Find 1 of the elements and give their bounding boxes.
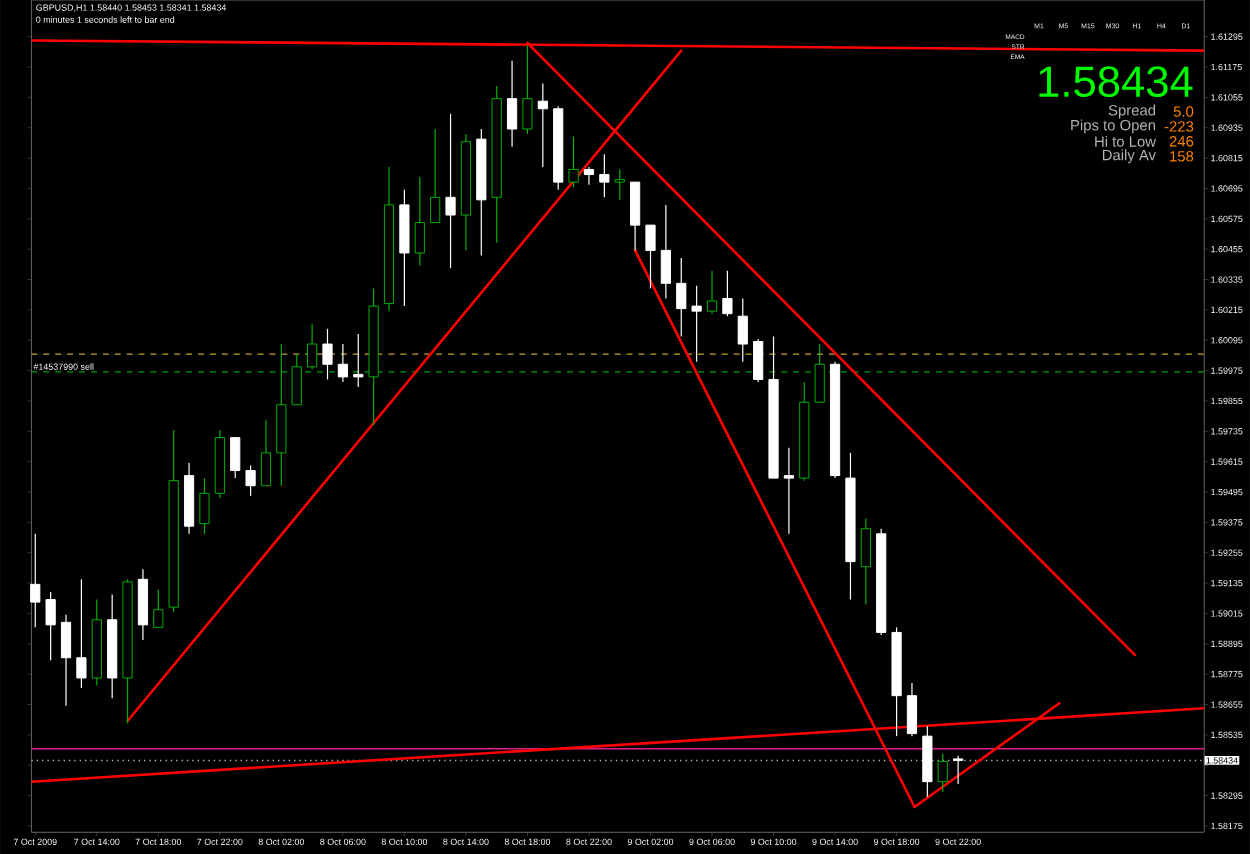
annotation: 1.58434 bbox=[1039, 66, 1193, 97]
